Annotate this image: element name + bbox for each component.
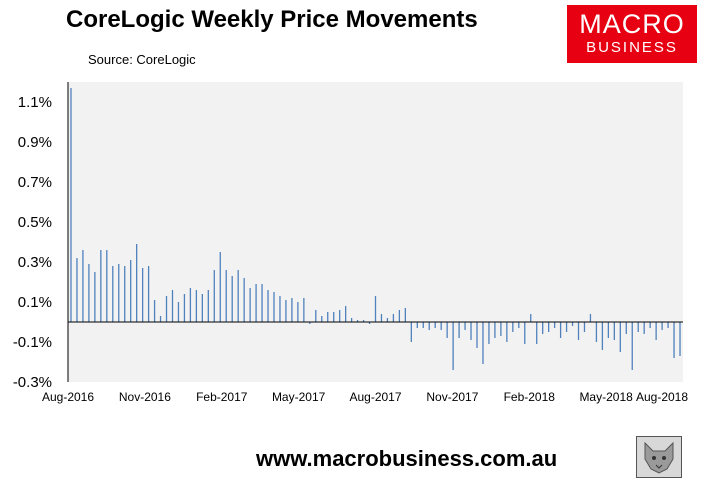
wolf-logo-icon (636, 436, 682, 478)
x-tick-label: Feb-2018 (504, 390, 556, 404)
chart-source: Source: CoreLogic (88, 52, 196, 67)
y-tick-label: -0.1% (13, 334, 52, 351)
logo-line-1: MACRO (579, 9, 685, 39)
y-tick-label: 0.7% (18, 174, 52, 191)
y-tick-label: 0.9% (18, 134, 52, 151)
x-tick-label: Nov-2016 (119, 390, 171, 404)
y-tick-label: -0.3% (13, 374, 52, 391)
x-tick-label: Nov-2017 (426, 390, 478, 404)
macrobusiness-logo: MACRO BUSINESS (567, 5, 697, 63)
x-tick-label: Feb-2017 (196, 390, 248, 404)
y-tick-label: 0.1% (18, 294, 52, 311)
y-tick-label: 0.3% (18, 254, 52, 271)
x-tick-label: Aug-2018 (636, 390, 688, 404)
x-tick-label: May-2017 (272, 390, 326, 404)
x-tick-label: Aug-2016 (42, 390, 94, 404)
x-tick-label: Aug-2017 (349, 390, 401, 404)
plot-background (68, 82, 683, 382)
x-tick-label: May-2018 (579, 390, 633, 404)
footer-url: www.macrobusiness.com.au (256, 446, 558, 471)
chart-title: CoreLogic Weekly Price Movements (66, 6, 478, 33)
logo-line-2: BUSINESS (586, 39, 678, 56)
y-tick-label: 1.1% (18, 94, 52, 111)
y-tick-label: 0.5% (18, 214, 52, 231)
